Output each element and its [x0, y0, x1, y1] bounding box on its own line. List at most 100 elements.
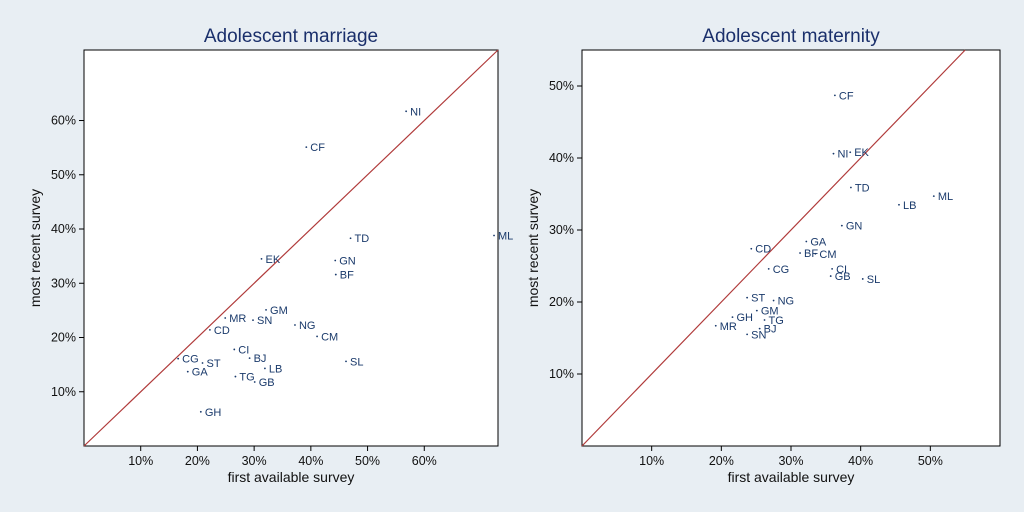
chart-title: Adolescent maternity — [702, 26, 880, 47]
data-point-td — [850, 186, 852, 189]
point-label-lb: LB — [269, 363, 282, 375]
y-tick-label: 50% — [549, 79, 574, 93]
data-point-bj — [758, 327, 761, 330]
y-tick-label: 60% — [51, 114, 76, 128]
point-label-st: ST — [207, 358, 221, 370]
data-point-cg — [177, 357, 180, 360]
point-label-gh: GH — [205, 407, 222, 419]
x-tick-label: 30% — [242, 454, 267, 468]
data-point-ng — [772, 299, 775, 302]
data-point-bf — [334, 273, 337, 276]
point-label-cg: CG — [182, 354, 199, 366]
data-point-lb — [898, 203, 900, 206]
point-label-tg: TG — [769, 315, 784, 327]
point-label-bj: BJ — [254, 353, 267, 365]
point-label-td: TD — [855, 183, 870, 195]
data-point-cd — [209, 329, 211, 331]
data-point-ni — [832, 152, 835, 155]
point-label-bf: BF — [340, 270, 354, 282]
maternity-panel: Adolescent maternity 10% 20% 30% 40% 50% 10% 20… — [525, 26, 1001, 485]
data-point-cd — [750, 247, 753, 250]
data-point-tg — [234, 375, 237, 378]
x-tick-label: 40% — [298, 454, 323, 468]
data-point-cm — [814, 252, 817, 255]
x-tick-label: 20% — [185, 454, 210, 468]
point-label-sn: SN — [751, 329, 766, 341]
point-label-gh: GH — [736, 312, 753, 324]
y-tick-label: 20% — [51, 331, 76, 345]
y-tick-label: 20% — [549, 295, 574, 309]
data-point-ci — [831, 267, 834, 270]
point-label-gb: GB — [835, 271, 851, 283]
point-label-ng: NG — [299, 320, 316, 332]
data-point-ni — [405, 110, 408, 113]
data-point-ga — [805, 240, 808, 243]
point-label-bf: BF — [804, 248, 818, 260]
y-tick-label: 50% — [51, 168, 76, 182]
x-axis-label: first available survey — [728, 469, 855, 485]
y-tick-label: 40% — [549, 151, 574, 165]
point-label-cg: CG — [773, 264, 790, 276]
data-point-ek — [260, 257, 263, 260]
data-point-gh — [199, 410, 202, 413]
reference-line — [83, 49, 499, 447]
x-tick-label: 40% — [848, 454, 873, 468]
x-tick-label: 60% — [412, 454, 437, 468]
point-label-ga: GA — [192, 367, 209, 379]
x-tick-label: 50% — [355, 454, 380, 468]
chart-title: Adolescent marriage — [204, 26, 378, 47]
data-point-tg — [763, 319, 766, 321]
point-label-cd: CD — [214, 325, 230, 337]
point-label-cf: CF — [310, 142, 325, 154]
data-point-sl — [345, 360, 347, 363]
data-point-bj — [248, 357, 251, 360]
x-tick-label: 20% — [709, 454, 734, 468]
data-point-ml — [493, 234, 495, 237]
point-label-ng: NG — [778, 296, 795, 308]
data-point-gh — [731, 316, 734, 319]
data-point-sn — [746, 333, 749, 336]
point-label-cd: CD — [755, 244, 771, 256]
data-point-ek — [849, 151, 852, 154]
y-tick-label: 10% — [549, 367, 574, 381]
point-label-ek: EK — [266, 254, 281, 266]
data-point-ci — [233, 348, 236, 351]
point-label-mr: MR — [229, 313, 246, 325]
point-label-gn: GN — [846, 221, 863, 233]
data-point-gm — [265, 308, 267, 311]
y-tick-label: 30% — [549, 223, 574, 237]
y-axis-label: most recent survey — [27, 189, 43, 307]
data-point-sn — [252, 319, 254, 322]
point-label-gm: GM — [270, 305, 288, 317]
point-label-gm: GM — [761, 306, 779, 318]
data-point-gn — [840, 224, 843, 227]
point-label-ga: GA — [810, 237, 827, 249]
data-point-gm — [755, 309, 758, 312]
x-tick-label: 30% — [778, 454, 803, 468]
point-label-cm: CM — [819, 249, 836, 261]
point-label-ek: EK — [854, 147, 869, 159]
data-point-gn — [334, 259, 337, 262]
point-label-cm: CM — [321, 331, 338, 343]
data-point-cf — [833, 94, 836, 97]
point-label-cf: CF — [839, 90, 854, 102]
point-label-ml: ML — [938, 191, 953, 203]
data-point-bf — [799, 252, 801, 254]
data-point-ga — [186, 370, 189, 373]
point-label-mr: MR — [720, 321, 737, 333]
point-label-ci: CI — [836, 264, 847, 276]
plot-area — [581, 49, 1001, 447]
point-label-sn: SN — [257, 315, 272, 327]
point-label-sl: SL — [867, 274, 880, 286]
point-label-ci: CI — [238, 344, 249, 356]
y-axis-label: most recent survey — [525, 189, 541, 307]
point-label-tg: TG — [239, 372, 254, 384]
point-label-sl: SL — [350, 356, 363, 368]
point-label-ni: NI — [410, 106, 421, 118]
data-point-mr — [224, 317, 227, 319]
data-point-gb — [829, 275, 832, 277]
data-point-sl — [861, 278, 864, 280]
reference-line — [581, 49, 966, 447]
data-point-mr — [714, 324, 717, 327]
point-label-st: ST — [751, 293, 765, 305]
